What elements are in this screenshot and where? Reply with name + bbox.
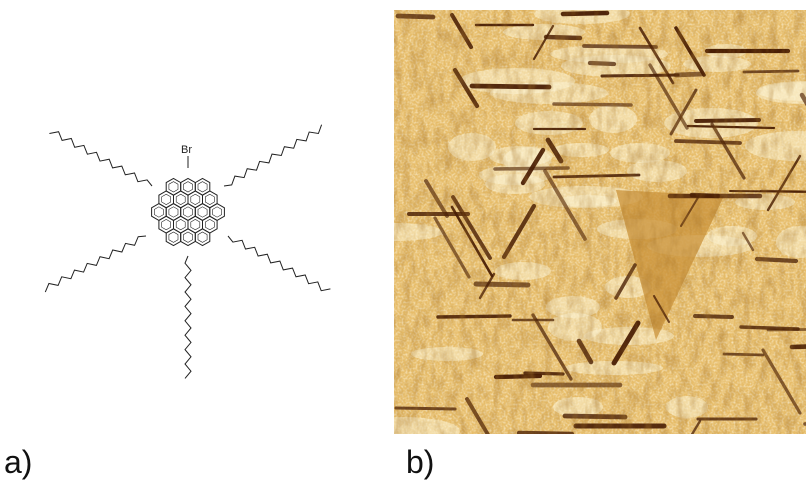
panel-label-a: a)	[4, 444, 33, 480]
aromatic-inner-ring	[175, 193, 186, 205]
benzene-ring	[209, 203, 225, 221]
aromatic-inner-ring	[154, 206, 164, 218]
aromatic-inner-ring	[197, 181, 208, 193]
aromatic-inner-ring	[212, 206, 222, 218]
alkyl-chain-lower-right	[227, 235, 331, 292]
aromatic-inner-ring	[175, 219, 186, 231]
aromatic-inner-ring	[197, 206, 208, 218]
aromatic-inner-ring	[205, 219, 215, 231]
aromatic-inner-ring	[161, 219, 171, 231]
aromatic-core	[151, 177, 225, 247]
alkyl-chain-bottom	[184, 255, 192, 379]
aromatic-inner-ring	[183, 231, 193, 243]
alkyl-chain-lower-left	[44, 235, 147, 293]
aromatic-inner-ring	[183, 206, 193, 218]
alkyl-chain-upper-right	[223, 124, 323, 187]
aromatic-inner-ring	[168, 206, 179, 218]
aromatic-inner-ring	[161, 193, 171, 205]
aromatic-inner-ring	[183, 181, 193, 193]
aromatic-inner-ring	[168, 181, 179, 193]
aromatic-inner-ring	[168, 231, 179, 243]
panel-label-b: b)	[406, 444, 435, 480]
alkyl-chains	[44, 124, 331, 379]
stm-image	[394, 10, 806, 434]
aromatic-inner-ring	[190, 193, 201, 205]
aromatic-inner-ring	[205, 193, 215, 205]
bromine-label: Br	[181, 144, 192, 156]
aromatic-inner-ring	[190, 219, 201, 231]
molecule-structure: Br	[44, 124, 331, 379]
alkyl-chain-upper-left	[49, 131, 153, 187]
aromatic-inner-ring	[197, 231, 208, 243]
